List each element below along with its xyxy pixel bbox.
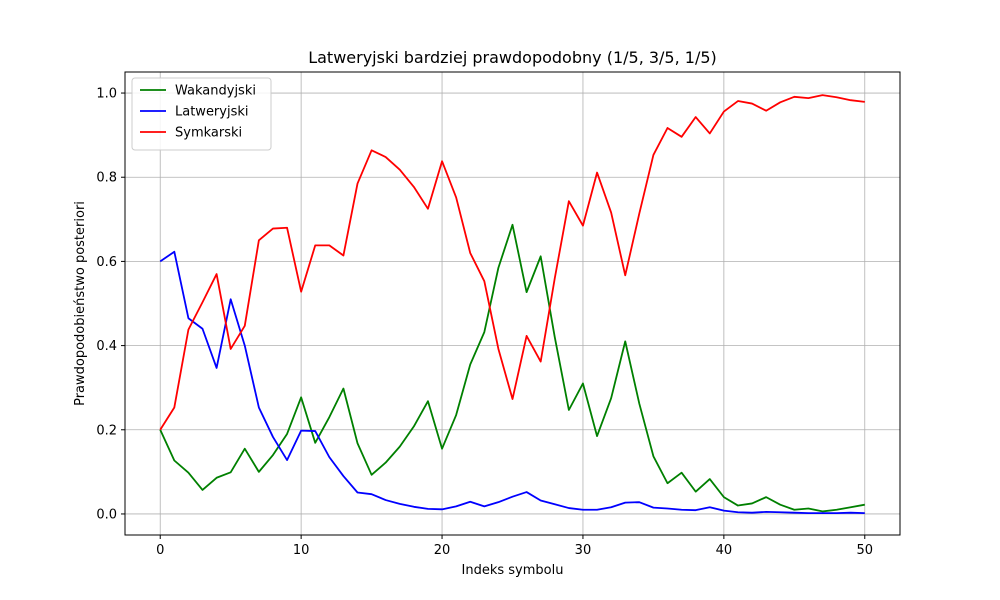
axis-ticks: 0 10 20 30 40 50 0.0 0.2 0.4 0.6 0.8 1.0 — [96, 87, 873, 558]
y-tick-label: 0.0 — [96, 507, 117, 522]
grid-lines — [125, 72, 900, 535]
legend-label: Wakandyjski — [175, 84, 256, 99]
series-line-symkarski — [159, 94, 865, 431]
legend-label: Latweryjski — [175, 105, 249, 120]
x-tick-label: 40 — [716, 543, 733, 558]
legend: Wakandyjski Latweryjski Symkarski — [131, 77, 272, 151]
x-tick-label: 20 — [434, 543, 451, 558]
series-line-wakandyjski — [159, 223, 865, 513]
y-tick-label: 0.6 — [96, 255, 117, 270]
y-tick-label: 0.2 — [96, 423, 117, 438]
x-tick-label: 50 — [856, 543, 873, 558]
plot-area-frame — [124, 71, 901, 536]
series-line-latweryjski — [159, 250, 865, 515]
series-lines — [159, 94, 865, 515]
y-axis-title: Prawdopodobieństwo posteriori — [73, 201, 88, 406]
legend-label: Symkarski — [175, 126, 242, 141]
legend-box — [131, 77, 272, 151]
x-tick-label: 0 — [156, 543, 164, 558]
y-tick-label: 1.0 — [96, 87, 117, 102]
x-tick-label: 30 — [575, 543, 592, 558]
y-tick-label: 0.4 — [96, 339, 117, 354]
y-tick-label: 0.8 — [96, 171, 117, 186]
x-axis-title: Indeks symbolu — [462, 563, 564, 578]
x-tick-label: 10 — [293, 543, 310, 558]
chart-title: Latweryjski bardziej prawdopodobny (1/5,… — [308, 48, 717, 67]
